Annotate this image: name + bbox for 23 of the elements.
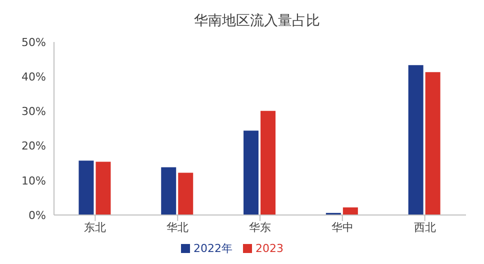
x-tick-label: 华东 xyxy=(249,220,271,234)
legend-label: 2022年 xyxy=(194,242,232,255)
bar xyxy=(161,167,176,215)
chart-title: 华南地区流入量占比 xyxy=(193,12,321,31)
bar xyxy=(425,72,440,215)
y-tick-label: 10% xyxy=(22,174,46,188)
bar xyxy=(96,162,111,215)
y-tick-label: 20% xyxy=(22,140,46,153)
y-tick-label: 0% xyxy=(28,208,46,222)
legend-label: 2023 xyxy=(256,242,284,255)
bar xyxy=(408,65,424,215)
bar xyxy=(78,160,94,215)
y-tick-label: 50% xyxy=(22,36,46,49)
x-tick-label: 华北 xyxy=(166,220,189,234)
y-tick-label: 30% xyxy=(22,105,46,118)
bar xyxy=(342,207,358,215)
bar xyxy=(244,130,259,215)
x-tick-label: 西北 xyxy=(414,220,436,234)
y-tick-label: 40% xyxy=(22,70,46,84)
bar xyxy=(178,172,194,215)
x-tick-label: 东北 xyxy=(84,220,106,234)
x-tick-label: 华中 xyxy=(331,220,354,234)
bar xyxy=(260,110,276,215)
